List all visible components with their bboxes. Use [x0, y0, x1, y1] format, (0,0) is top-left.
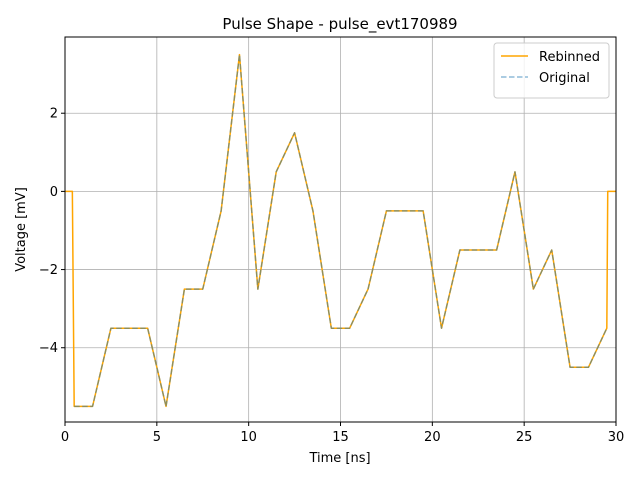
x-tick-label: 20	[424, 430, 441, 445]
x-tick-label: 10	[240, 430, 257, 445]
series-group	[65, 53, 616, 408]
y-tick-label: 2	[50, 107, 58, 122]
x-tick-label: 30	[608, 430, 625, 445]
series-line-original	[74, 53, 608, 408]
y-tick-label: 0	[50, 185, 58, 200]
y-tick-label: −2	[39, 263, 58, 278]
legend: Rebinned Original	[493, 42, 610, 99]
y-tick-label: −4	[39, 341, 58, 356]
legend-label: Rebinned	[539, 50, 600, 65]
x-axis-label: Time [ns]	[308, 451, 370, 466]
x-tick-label: 0	[61, 430, 69, 445]
ticks: 0 5 10 15 20 25 30 −4 −2 0 2	[39, 107, 624, 445]
legend-label: Original	[539, 71, 590, 86]
chart-title: Pulse Shape - pulse_evt170989	[222, 15, 457, 34]
grid	[64, 37, 617, 422]
x-tick-label: 5	[153, 430, 161, 445]
x-tick-label: 25	[516, 430, 533, 445]
x-tick-label: 15	[332, 430, 349, 445]
y-axis-label: Voltage [mV]	[14, 187, 29, 272]
